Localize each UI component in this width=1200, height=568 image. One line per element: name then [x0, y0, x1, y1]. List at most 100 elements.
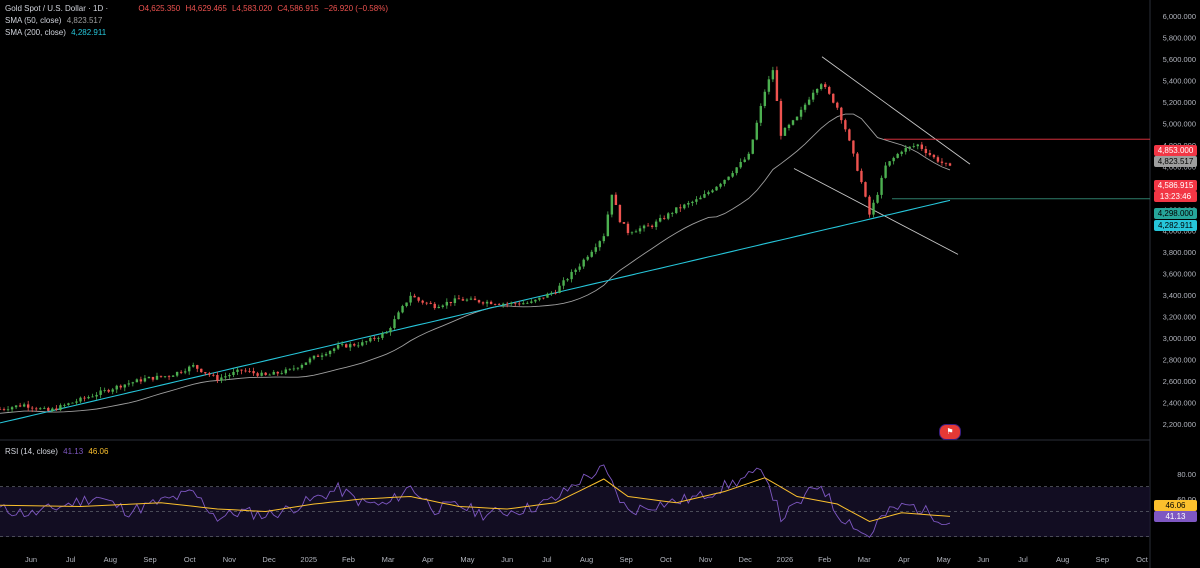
candle-body	[248, 370, 251, 372]
sma200-legend[interactable]: SMA (200, close) 4,282.911	[5, 27, 106, 38]
candle-body	[357, 345, 360, 347]
candle-body	[373, 337, 376, 339]
candle-body	[252, 371, 255, 374]
candle-body	[385, 332, 388, 334]
candle-body	[183, 371, 187, 373]
candle-body	[304, 362, 308, 365]
time-tick-label: Apr	[422, 555, 434, 564]
candle-body	[260, 372, 263, 376]
candle-body	[840, 107, 843, 121]
candle-body	[868, 196, 871, 215]
candle-body	[228, 374, 231, 377]
candle-body	[828, 87, 831, 94]
candle-body	[727, 176, 730, 180]
candle-body	[771, 70, 775, 80]
candle-body	[425, 302, 428, 304]
candle-body	[292, 368, 296, 370]
candle-body	[288, 368, 292, 370]
candle-body	[610, 194, 614, 215]
candle-body	[932, 154, 936, 158]
candle-body	[739, 161, 742, 168]
candle-body	[445, 301, 449, 306]
rsi-tick-label: 80.00	[1177, 470, 1196, 479]
candle-body	[904, 147, 907, 152]
candle-body	[0, 408, 2, 410]
candle-body	[795, 116, 799, 121]
price-tick-label: 5,200.000	[1163, 98, 1196, 107]
rsi-tick-label: 60.00	[1177, 495, 1196, 504]
candle-body	[47, 407, 50, 411]
candle-body	[453, 298, 457, 304]
candle-body	[908, 146, 911, 148]
time-tick-label: Sep	[619, 555, 632, 564]
candle-body	[123, 384, 126, 388]
candle-body	[95, 394, 98, 397]
candle-body	[711, 190, 714, 193]
candle-body	[691, 201, 694, 204]
candle-body	[31, 407, 34, 409]
candle-body	[759, 106, 763, 123]
candle-body	[715, 186, 718, 191]
candle-body	[192, 365, 195, 367]
candle-body	[948, 163, 952, 166]
candle-body	[268, 374, 271, 376]
candle-body	[501, 303, 505, 305]
price-axis: 6,000.000 5,800.000 5,600.000 5,400.000 5,20…	[1163, 12, 1196, 504]
candle-body	[175, 371, 179, 376]
time-tick-label: Feb	[818, 555, 831, 564]
candle-body	[171, 375, 175, 377]
sma50-legend[interactable]: SMA (50, close) 4,823.517	[5, 15, 102, 26]
candle-body	[469, 298, 473, 300]
candle-body	[139, 379, 143, 382]
candle-body	[91, 396, 94, 398]
candle-body	[787, 124, 791, 129]
rsi-legend[interactable]: RSI (14, close) 41.13 46.06	[5, 446, 108, 457]
candle-body	[558, 285, 561, 293]
candle-body	[143, 378, 147, 382]
candles	[0, 66, 952, 413]
candle-body	[832, 93, 835, 103]
sma50-label: SMA (50, close)	[5, 16, 62, 25]
sma200-legend-value: 4,282.911	[71, 28, 107, 37]
rsi-background-band	[0, 487, 1150, 537]
symbol-title: Gold Spot / U.S. Dollar · 1D ·	[5, 4, 109, 13]
candle-body	[598, 241, 601, 248]
candle-body	[642, 225, 646, 229]
symbol-legend[interactable]: Gold Spot / U.S. Dollar · 1D · O4,625.35…	[5, 3, 391, 14]
candle-body	[220, 377, 223, 381]
candle-body	[232, 371, 235, 375]
candle-body	[71, 402, 74, 404]
candle-body	[99, 390, 102, 395]
candle-body	[328, 350, 332, 355]
price-tick-label: 3,000.000	[1163, 334, 1196, 343]
economic-event-flag[interactable]: ⚑	[939, 424, 961, 440]
candle-body	[876, 194, 879, 203]
price-tick-label: 3,400.000	[1163, 291, 1196, 300]
candle-body	[296, 367, 300, 369]
time-tick-label: Aug	[104, 555, 117, 564]
candle-body	[300, 364, 304, 368]
candle-body	[344, 344, 348, 348]
candle-body	[421, 300, 424, 303]
candle-body	[570, 271, 573, 280]
candle-body	[912, 146, 915, 147]
rsi-ma-line	[0, 477, 951, 523]
resistance-price-tag: 4,853.000	[1154, 145, 1197, 156]
candle-body	[534, 299, 537, 302]
candle-body	[163, 376, 167, 378]
candle-body	[489, 301, 493, 305]
time-tick-label: Jun	[977, 555, 989, 564]
candle-body	[83, 397, 86, 399]
candle-body	[920, 144, 924, 149]
candle-body	[457, 298, 461, 300]
candle-body	[522, 303, 525, 305]
candle-body	[944, 162, 948, 164]
open-value: O4,625.350	[138, 4, 181, 13]
rsi-legend-value: 41.13	[63, 447, 84, 456]
candle-body	[280, 373, 283, 375]
candle-body	[284, 369, 288, 374]
candle-body	[526, 302, 529, 304]
candle-body	[848, 129, 851, 141]
candle-body	[22, 404, 26, 407]
